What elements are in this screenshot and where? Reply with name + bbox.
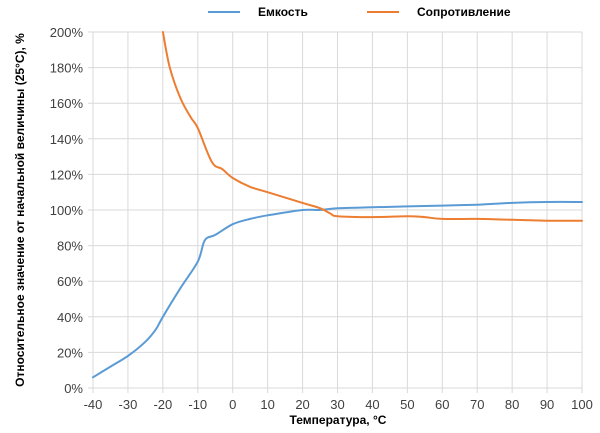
x-tick-label: 0 (229, 397, 236, 412)
y-axis-title: Относительное значение от начальной вели… (13, 33, 27, 387)
y-tick-label: 200% (50, 25, 84, 40)
y-tick-label: 40% (57, 310, 83, 325)
x-tick-label: 10 (260, 397, 274, 412)
y-tick-label: 160% (50, 96, 84, 111)
series-layer (92, 31, 583, 379)
y-tick-label: 180% (50, 61, 84, 76)
x-tick-label: 80 (505, 397, 519, 412)
x-tick-label: 30 (330, 397, 344, 412)
y-tick-label: 140% (50, 132, 84, 147)
x-tick-label: -10 (188, 397, 207, 412)
y-tick-label: 0% (64, 381, 83, 396)
legend: Емкость Сопротивление (208, 5, 511, 19)
x-tick-label: 20 (295, 397, 309, 412)
y-tick-label: 60% (57, 274, 83, 289)
x-tick-labels: -40 -30 -20 -10 0 10 20 30 40 50 60 70 80 90 100 (84, 397, 593, 412)
x-tick-label: -40 (84, 397, 103, 412)
legend-label-2: Сопротивление (417, 5, 511, 19)
x-axis-title: Температура, °C (290, 413, 387, 427)
series-line-2 (161, 31, 583, 222)
y-tick-label: 100% (50, 203, 84, 218)
y-tick-label: 80% (57, 239, 83, 254)
x-tick-label: 50 (400, 397, 414, 412)
y-tick-label: 20% (57, 345, 83, 360)
series-line-1 (92, 200, 583, 379)
x-tick-label: 70 (470, 397, 484, 412)
grid (88, 31, 583, 393)
y-tick-label: 120% (50, 167, 84, 182)
x-tick-label: 90 (540, 397, 554, 412)
legend-label-1: Емкость (258, 5, 308, 19)
x-tick-label: 60 (435, 397, 449, 412)
x-tick-label: 40 (365, 397, 379, 412)
x-tick-label: -30 (119, 397, 138, 412)
x-tick-label: -20 (153, 397, 172, 412)
x-tick-label: 100 (571, 397, 593, 412)
y-tick-labels: 0% 20% 40% 60% 80% 100% 120% 140% 160% 180% 200% (50, 25, 84, 396)
